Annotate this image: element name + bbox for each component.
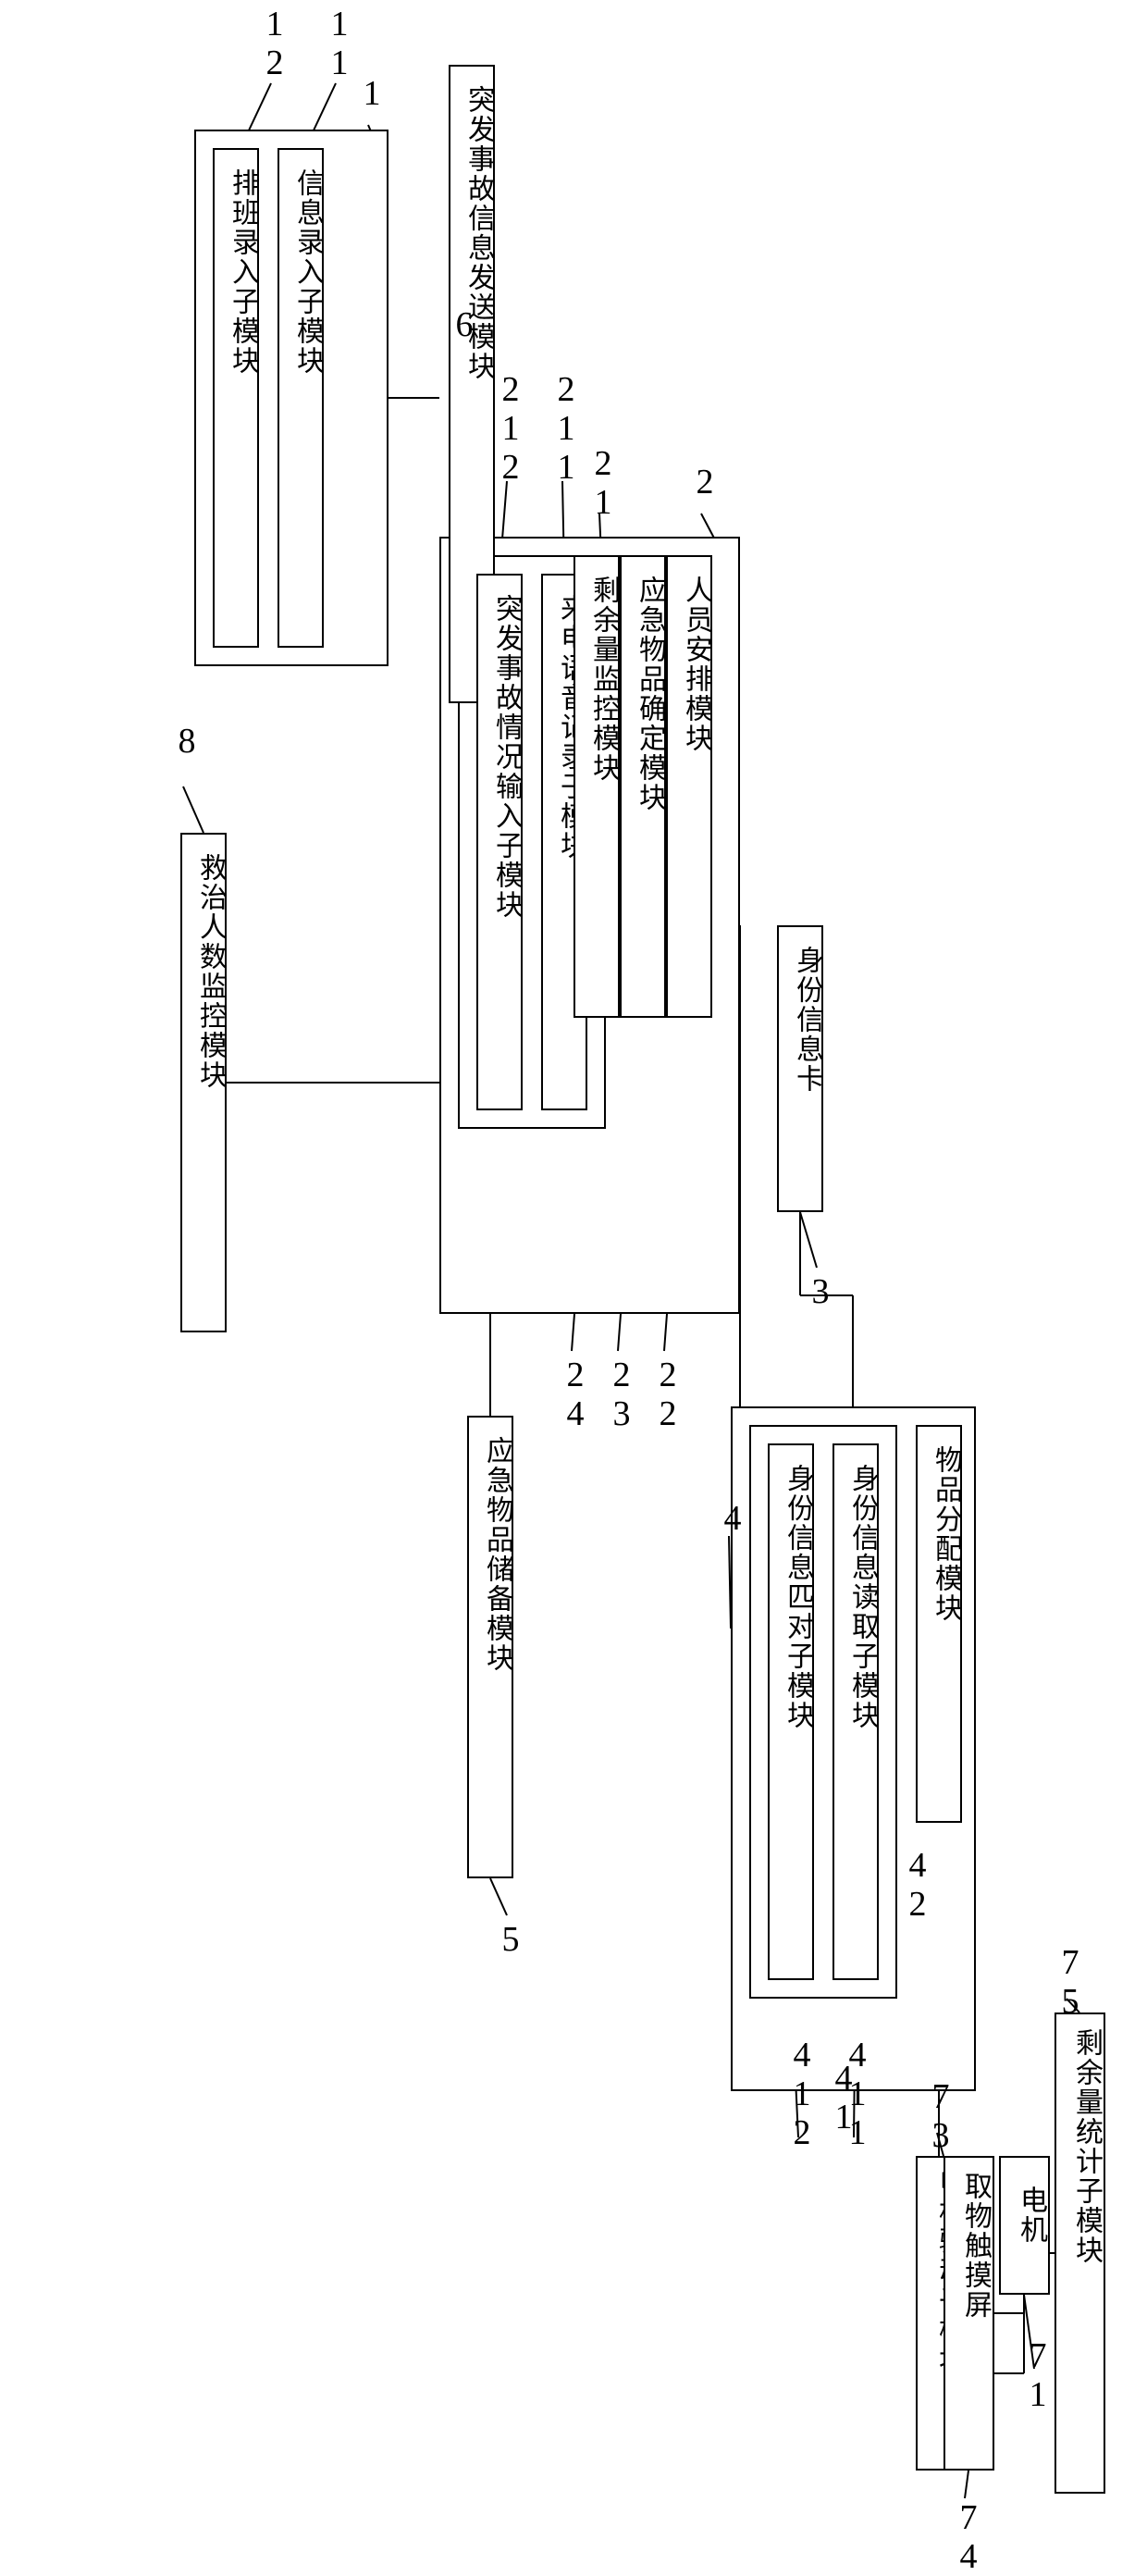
- box-3-label: 身份信息卡: [786, 946, 827, 1094]
- box-212: 突发事故情况输入子模块: [476, 574, 523, 1110]
- box-23: 应急物品确定模块: [620, 555, 666, 1018]
- label-212: 212: [490, 370, 531, 487]
- label-412: 412: [782, 2036, 822, 2152]
- box-71: 电机: [999, 2156, 1050, 2295]
- box-22: 人员安排模块: [666, 555, 712, 1018]
- box-74-label: 取物触摸屏: [955, 2172, 995, 2320]
- box-75-label: 剩余量统计子模块: [1066, 2028, 1106, 2265]
- label-5: 5: [490, 1920, 531, 1959]
- box-8-label: 救治人数监控模块: [190, 853, 230, 1090]
- box-24: 剩余量监控模块: [574, 555, 620, 1018]
- box-24-label: 剩余量监控模块: [583, 576, 623, 783]
- label-11: 11: [319, 5, 360, 82]
- box-23-label: 应急物品确定模块: [629, 576, 670, 812]
- box-212-label: 突发事故情况输入子模块: [486, 594, 526, 920]
- label-211: 211: [546, 370, 586, 487]
- label-42: 42: [897, 1846, 938, 1924]
- box-71-label: 电机: [1010, 2186, 1051, 2245]
- label-4: 4: [712, 1499, 753, 1538]
- label-8: 8: [166, 722, 207, 761]
- box-12-label: 排班录入子模块: [222, 168, 263, 376]
- box-411: 身份信息读取子模块: [832, 1443, 879, 1980]
- box-42-label: 物品分配模块: [925, 1445, 966, 1623]
- label-22: 22: [648, 1356, 688, 1433]
- box-42: 物品分配模块: [916, 1425, 962, 1823]
- label-73: 73: [920, 2077, 961, 2155]
- box-74: 取物触摸屏: [944, 2156, 994, 2471]
- label-74: 74: [948, 2498, 989, 2576]
- label-21: 21: [583, 444, 623, 522]
- label-2: 2: [684, 463, 725, 502]
- label-411: 411: [837, 2036, 878, 2152]
- label-12: 12: [254, 5, 295, 82]
- box-11-label: 信息录入子模块: [287, 168, 327, 376]
- box-412-label: 身份信息匹对子模块: [777, 1464, 818, 1730]
- box-5-label: 应急物品储备模块: [476, 1436, 517, 1673]
- box-5: 应急物品储备模块: [467, 1416, 513, 1878]
- box-75: 剩余量统计子模块: [1054, 2012, 1105, 2494]
- label-24: 24: [555, 1356, 596, 1433]
- label-23: 23: [601, 1356, 642, 1433]
- diagram-canvas: 信息录入子模块 排班录入子模块 救治人数监控模块 突发事故信息发送模块 来电语音…: [0, 0, 1147, 2507]
- box-22-label: 人员安排模块: [675, 576, 716, 753]
- box-8: 救治人数监控模块: [180, 833, 227, 1332]
- label-6: 6: [444, 305, 485, 344]
- box-412: 身份信息匹对子模块: [768, 1443, 814, 1980]
- label-75: 75: [1050, 1943, 1091, 2021]
- label-3: 3: [800, 1272, 841, 1311]
- box-11: 信息录入子模块: [278, 148, 324, 648]
- box-411-label: 身份信息读取子模块: [842, 1464, 882, 1730]
- box-3: 身份信息卡: [777, 925, 823, 1212]
- box-12: 排班录入子模块: [213, 148, 259, 648]
- label-71: 71: [1018, 2336, 1058, 2414]
